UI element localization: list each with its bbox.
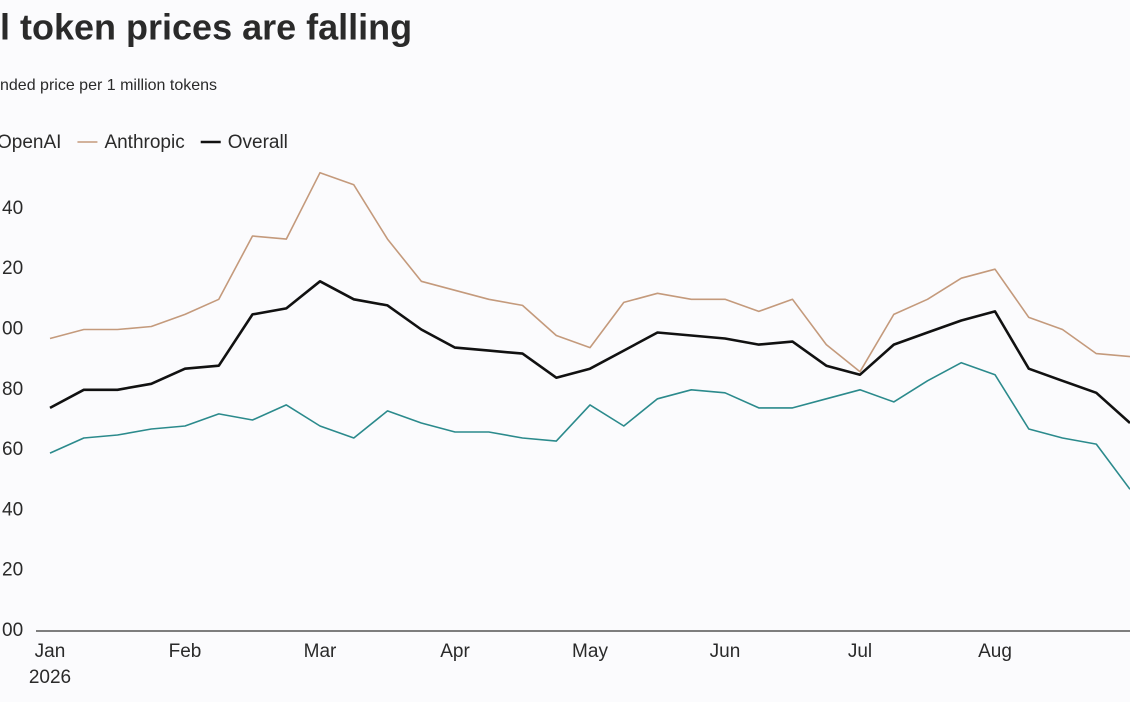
year-label: 2026 bbox=[29, 667, 71, 688]
x-tick-label: May bbox=[572, 641, 608, 662]
x-tick-label: Mar bbox=[304, 641, 337, 662]
series-line bbox=[49, 171, 1130, 373]
x-tick-label: Feb bbox=[169, 641, 202, 662]
series-line bbox=[49, 361, 1130, 490]
y-tick-label: 20 bbox=[2, 258, 23, 279]
y-tick-label: 20 bbox=[2, 560, 23, 581]
x-tick-label: Aug bbox=[978, 641, 1012, 662]
y-tick-label: 80 bbox=[2, 379, 23, 400]
y-tick-label: 40 bbox=[2, 499, 23, 520]
y-tick-label: 00 bbox=[2, 620, 23, 641]
legend-label: Overall bbox=[228, 132, 288, 153]
y-tick-label: 00 bbox=[2, 319, 23, 340]
legend: OpenAI Anthropic Overall bbox=[0, 132, 288, 153]
chart-title: l token prices are falling bbox=[0, 7, 412, 48]
legend-label: OpenAI bbox=[0, 132, 61, 153]
x-tick-label: Jun bbox=[710, 641, 741, 662]
y-tick-label: 60 bbox=[2, 439, 23, 460]
y-tick-label: 40 bbox=[2, 198, 23, 219]
x-tick-label: Apr bbox=[440, 641, 470, 662]
chart-subtitle: nded price per 1 million tokens bbox=[0, 77, 217, 94]
legend-label: Anthropic bbox=[104, 132, 184, 153]
x-tick-label: Jul bbox=[848, 641, 872, 662]
series-line bbox=[49, 280, 1130, 424]
x-tick-label: Jan bbox=[35, 641, 66, 662]
